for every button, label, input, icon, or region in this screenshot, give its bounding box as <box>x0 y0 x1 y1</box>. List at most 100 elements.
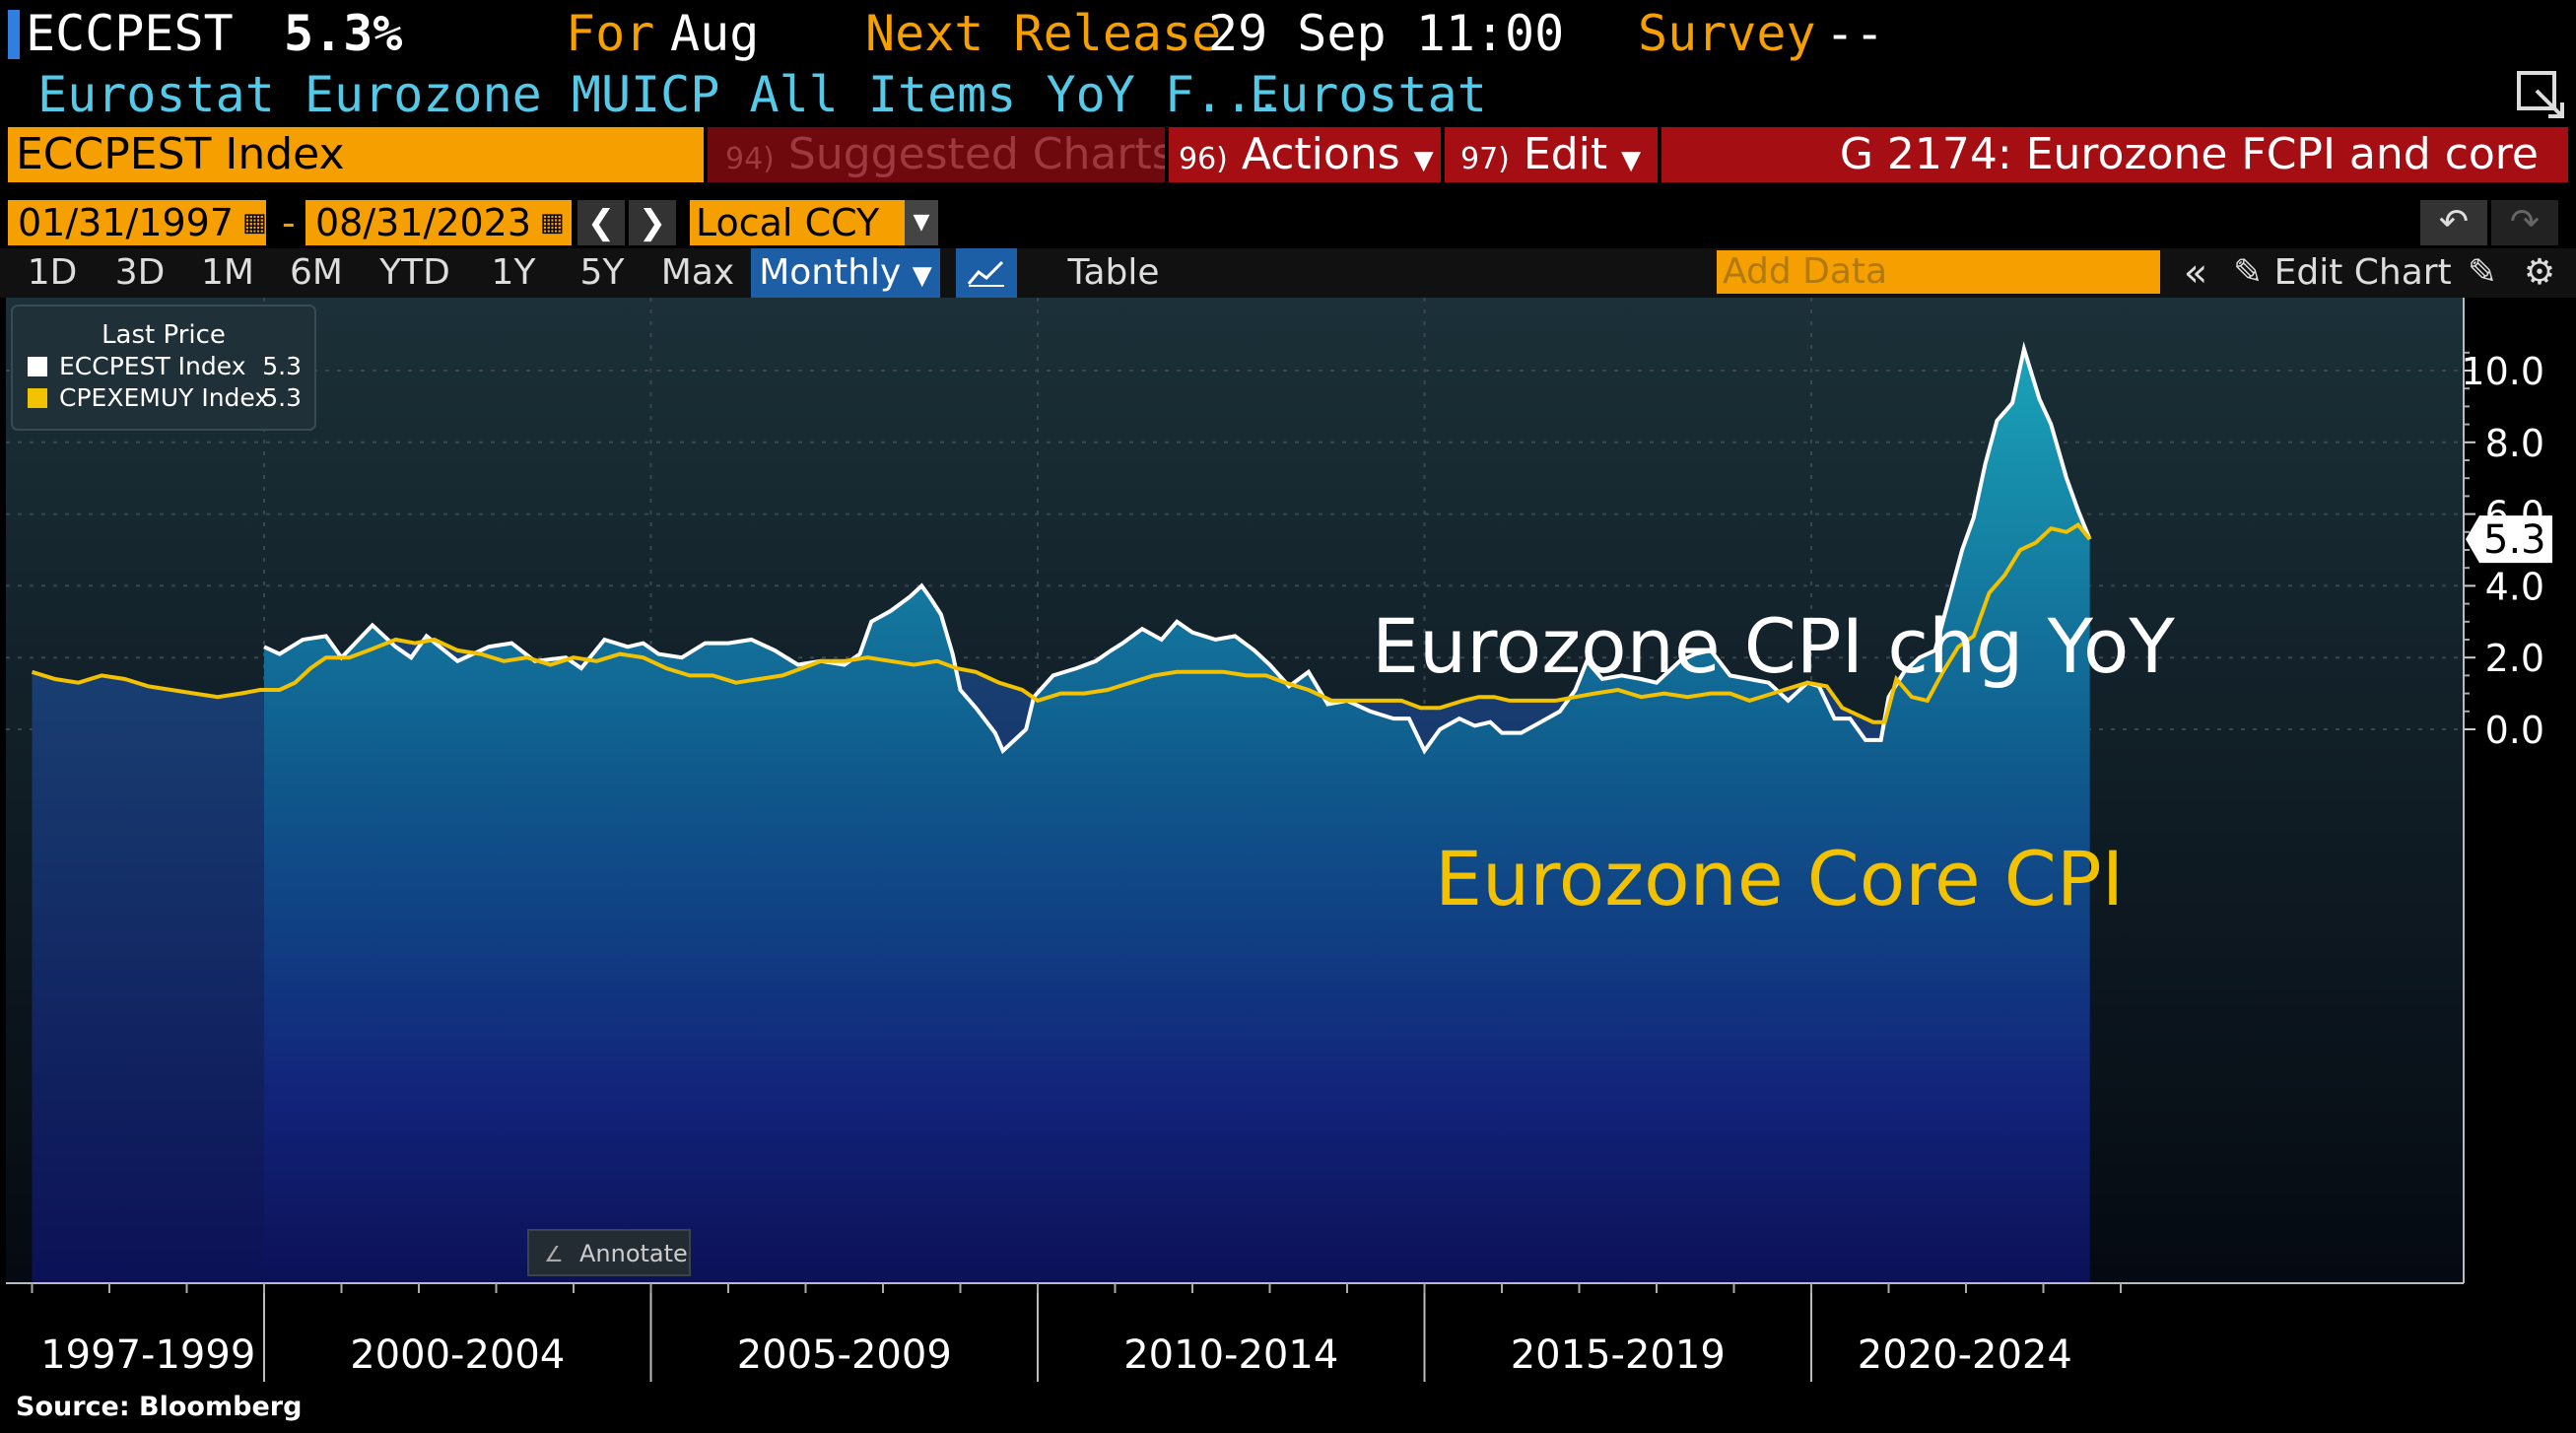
gear-icon[interactable]: ⚙ <box>2523 252 2556 293</box>
pencil-icon: ✎ <box>2233 252 2264 293</box>
y-tick-label: 10.0 <box>2461 350 2544 393</box>
description-row: Eurostat Eurozone MUICP All Items YoY F.… <box>0 63 2576 126</box>
calendar-icon[interactable]: ▦ <box>540 208 564 238</box>
annotate-button[interactable]: ∠ Annotate <box>527 1229 691 1276</box>
headline-area-fill <box>264 349 2090 1283</box>
collapse-icon[interactable]: « <box>2183 250 2208 296</box>
y-tick-label: 8.0 <box>2485 422 2544 465</box>
x-tick-label: 2010-2014 <box>1123 1332 1338 1378</box>
chevron-down-icon: ▼ <box>1413 146 1434 175</box>
suggested-charts-label: Suggested Charts <box>787 129 1165 179</box>
edit-chart-button[interactable]: ✎ Edit Chart <box>2233 248 2452 298</box>
last-value-tag-shape <box>2466 515 2552 564</box>
calendar-icon[interactable]: ▦ <box>242 208 266 238</box>
frequency-select[interactable]: Monthly ▼ <box>751 248 940 298</box>
period-1y[interactable]: 1Y <box>491 252 536 293</box>
x-tick-label: 2015-2019 <box>1511 1332 1726 1378</box>
x-axis: 1997-1999 2000-2004 2005-2009 2010-2014 2015… <box>6 1282 2464 1382</box>
period-max[interactable]: Max <box>660 252 735 293</box>
y-tick-label: 2.0 <box>2485 637 2544 680</box>
popout-icon[interactable] <box>2515 69 2566 120</box>
annotate-button-box <box>527 1229 691 1276</box>
chevron-down-icon[interactable]: ▼ <box>905 200 938 245</box>
x-tick-label: 2020-2024 <box>1858 1332 2072 1378</box>
edit-chart-label: Edit Chart <box>2273 252 2452 293</box>
legend-item-core: CPEXEMUY Index <box>59 383 269 412</box>
for-period: Aug <box>670 5 760 62</box>
previous-period-button[interactable]: ❮ <box>577 200 625 245</box>
legend-value-core: 5.3 <box>262 383 302 412</box>
date-range-bar: 01/31/1997 ▦ - 08/31/2023 ▦ ❮ ❯ Local CC… <box>0 196 2576 249</box>
add-data-placeholder: Add Data <box>1723 251 1888 292</box>
line-chart-icon[interactable] <box>956 248 1017 298</box>
headline-series-label: Eurozone CPI chg YoY <box>1372 602 2175 690</box>
security-field-text: ECCPEST Index <box>16 129 345 179</box>
survey-value: -- <box>1825 5 1885 62</box>
edit-label: Edit <box>1523 129 1608 179</box>
end-date-text: 08/31/2023 <box>315 201 532 244</box>
last-value: 5.3% <box>284 5 403 62</box>
period-ytd[interactable]: YTD <box>379 252 450 293</box>
period-6m[interactable]: 6M <box>290 252 343 293</box>
actions-menu[interactable]: 96) Actions ▼ <box>1169 127 1441 182</box>
start-date-input[interactable]: 01/31/1997 <box>8 200 266 245</box>
core-series-line <box>31 521 2092 724</box>
legend-item-headline: ECCPEST Index <box>59 352 246 380</box>
chart-settings-edit-icon[interactable]: ✎ <box>2467 252 2498 293</box>
chart-area[interactable]: 0.02.04.06.08.010.0 1997-1999 2000-2004 20… <box>0 298 2576 1433</box>
ticker-marker <box>8 10 20 59</box>
suggested-charts-number: 94) <box>725 142 775 176</box>
chart-title: G 2174: Eurozone FCPI and core <box>1661 127 2568 182</box>
chevron-down-icon: ▼ <box>1621 146 1642 175</box>
menu-bar: ECCPEST Index 94) Suggested Charts 96) A… <box>0 125 2576 184</box>
legend-title: Last Price <box>102 320 226 350</box>
core-series-label: Eurozone Core CPI <box>1435 835 2124 922</box>
edit-number: 97) <box>1460 142 1510 176</box>
next-release-label: Next Release <box>865 5 1222 62</box>
legend-swatch-headline <box>28 357 47 376</box>
suggested-charts-button[interactable]: 94) Suggested Charts <box>708 127 1165 182</box>
y-tick-label: 0.0 <box>2485 709 2544 752</box>
chevron-down-icon: ▼ <box>912 261 932 291</box>
for-label: For <box>566 5 655 62</box>
legend-swatch-core <box>28 388 47 408</box>
next-release-value: 29 Sep 11:00 <box>1208 5 1565 62</box>
frequency-text: Monthly <box>759 252 902 293</box>
y-axis: 0.02.04.06.08.010.0 <box>2461 298 2544 1283</box>
headline-series-line <box>263 341 2092 755</box>
chart-title-text: G 2174: Eurozone FCPI and core <box>1839 129 2539 179</box>
currency-select[interactable]: Local CCY <box>690 200 938 245</box>
annotate-button-label: Annotate <box>579 1240 688 1267</box>
security-description: Eurostat Eurozone MUICP All Items YoY F.… <box>37 66 1284 123</box>
period-1d[interactable]: 1D <box>27 252 78 293</box>
period-3d[interactable]: 3D <box>114 252 166 293</box>
last-value-tag-text: 5.3 <box>2483 517 2546 563</box>
add-data-input[interactable]: Add Data <box>1717 250 2160 294</box>
period-5y[interactable]: 5Y <box>579 252 625 293</box>
legend[interactable]: Last Price ECCPEST Index 5.3 CPEXEMUY In… <box>11 305 316 431</box>
security-field[interactable]: ECCPEST Index <box>8 127 704 182</box>
legend-box <box>11 305 316 431</box>
actions-number: 96) <box>1179 142 1228 176</box>
data-source: Eurostat <box>1250 66 1487 123</box>
ticker-symbol[interactable]: ECCPEST <box>26 5 234 62</box>
period-1m[interactable]: 1M <box>201 252 254 293</box>
last-value-tag: 5.3 <box>2466 515 2552 564</box>
undo-icon[interactable]: ↶ <box>2420 200 2487 245</box>
legend-value-headline: 5.3 <box>262 352 302 380</box>
y-tick-label: 4.0 <box>2485 565 2544 608</box>
date-separator: - <box>282 201 296 244</box>
next-period-button[interactable]: ❯ <box>629 200 676 245</box>
actions-label: Actions <box>1241 129 1400 179</box>
pencil-icon: ∠ <box>544 1243 564 1267</box>
redo-icon[interactable]: ↷ <box>2491 200 2558 245</box>
currency-text: Local CCY <box>696 201 880 244</box>
survey-label: Survey <box>1638 5 1816 62</box>
x-tick-label: 2005-2009 <box>737 1332 952 1378</box>
x-tick-label: 2000-2004 <box>350 1332 565 1378</box>
source-note: Source: Bloomberg <box>16 1392 302 1422</box>
table-button[interactable]: Table <box>1067 252 1160 293</box>
end-date-input[interactable]: 08/31/2023 <box>305 200 572 245</box>
period-toolbar: 1D 3D 1M 6M YTD 1Y 5Y Max Monthly ▼ Tabl… <box>0 248 2576 298</box>
edit-menu[interactable]: 97) Edit ▼ <box>1445 127 1658 182</box>
